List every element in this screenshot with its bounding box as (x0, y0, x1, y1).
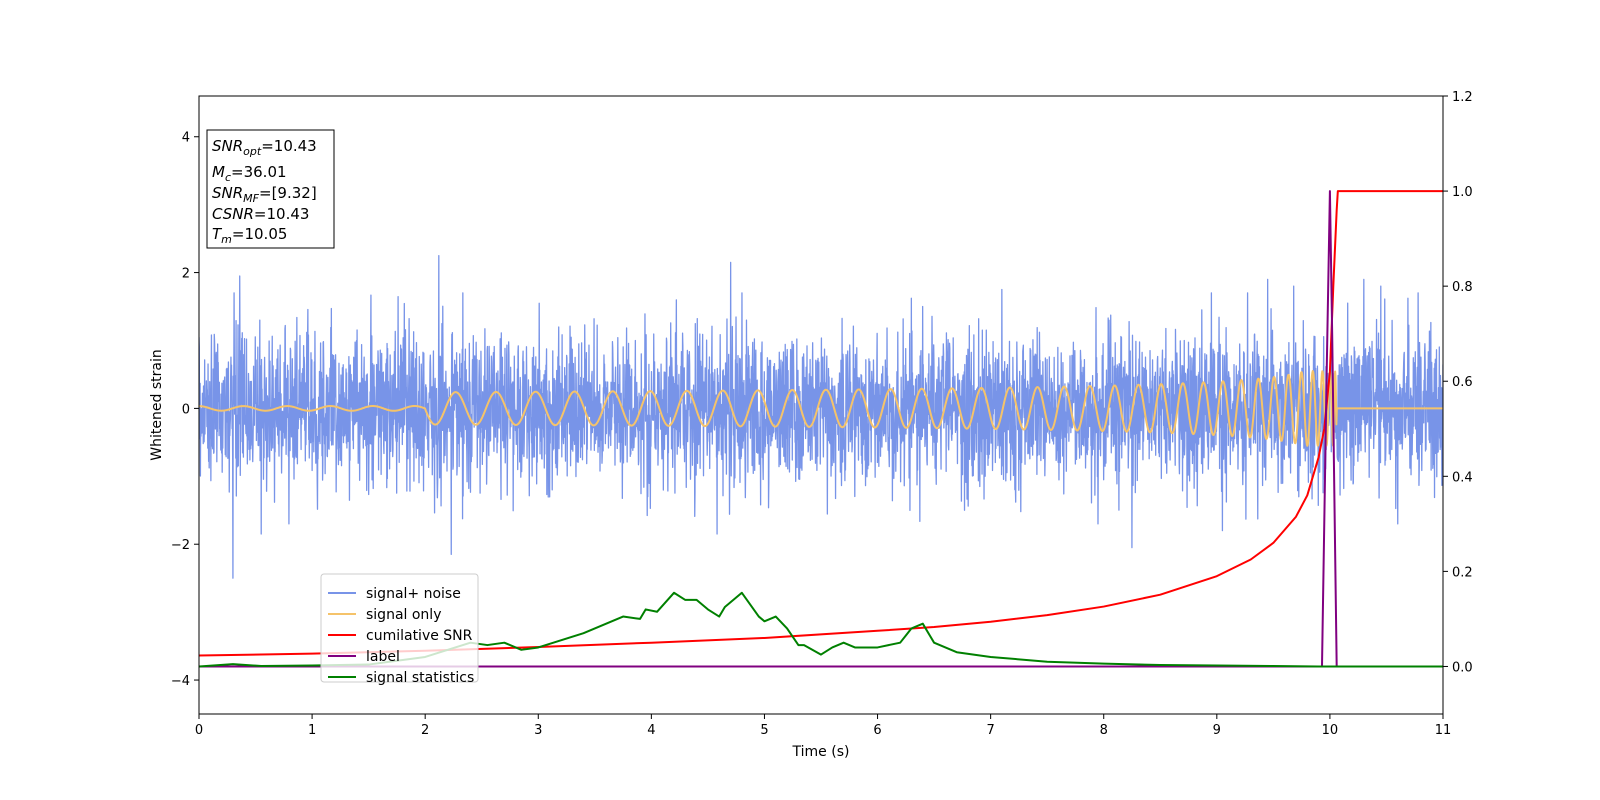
info-box-frame (206, 129, 335, 249)
x-axis-label: Time (s) (792, 744, 850, 760)
info-value: =10.05 (232, 225, 288, 243)
x-tick-label: 1 (308, 723, 316, 738)
info-symbol: SNR (212, 137, 243, 155)
info-box-lines: SNRopt=10.43Mc=36.01SNRMF=[9.32]CSNR=10.… (212, 137, 317, 246)
legend-label-cumilative-snr: cumilative SNR (366, 628, 473, 644)
x-tick-label: 5 (760, 723, 768, 738)
y2-tick-label: 0.8 (1452, 280, 1473, 295)
x-tick-label: 4 (647, 723, 655, 738)
y2-tick-label: 0.0 (1452, 660, 1473, 675)
info-value: =10.43 (261, 137, 317, 155)
info-line: SNRMF=[9.32] (212, 184, 317, 205)
x-tick-label: 10 (1322, 723, 1339, 738)
y2-tick-label: 1.2 (1452, 90, 1473, 105)
legend-items: signal+ noise signal only cumilative SNR la… (328, 586, 474, 686)
x-tick-label: 2 (421, 723, 429, 738)
y2-tick-label: 0.6 (1452, 375, 1473, 390)
y-axis-right: 0.0 0.2 0.4 0.6 0.8 1.0 1.2 (1443, 90, 1473, 675)
y-tick-label: −2 (171, 538, 190, 553)
info-line: Mc=36.01 (212, 163, 287, 184)
y2-tick-label: 0.4 (1452, 470, 1473, 485)
x-tick-label: 3 (534, 723, 542, 738)
y-axis-label: Whitened strain (149, 349, 165, 460)
info-box: SNRopt=10.43Mc=36.01SNRMF=[9.32]CSNR=10.… (206, 129, 335, 249)
info-subscript: m (221, 233, 232, 246)
x-tick-label: 6 (873, 723, 881, 738)
info-line: Tm=10.05 (212, 225, 287, 246)
legend: signal+ noise signal only cumilative SNR la… (320, 573, 479, 686)
x-axis: 0 1 2 3 4 5 6 7 8 9 10 11 (195, 714, 1451, 738)
info-subscript: opt (243, 145, 262, 158)
legend-label-label: label (366, 649, 400, 665)
info-symbol: T (212, 225, 223, 243)
plot-frame (198, 95, 1444, 715)
x-tick-label: 8 (1100, 723, 1108, 738)
y-tick-label: 0 (182, 402, 190, 417)
x-tick-label: 0 (195, 723, 203, 738)
info-line: CSNR=10.43 (212, 205, 309, 223)
info-line: SNRopt=10.43 (212, 137, 317, 158)
series-cumilative-snr-line (199, 190, 1443, 657)
series-signal-statistics-line (199, 591, 1443, 668)
series-layer (199, 190, 1443, 668)
x-tick-label: 11 (1435, 723, 1452, 738)
info-symbol: SNR (212, 184, 243, 202)
x-tick-label: 7 (986, 723, 994, 738)
y-tick-label: 2 (182, 267, 190, 282)
info-value: =[9.32] (259, 184, 317, 202)
legend-frame (320, 573, 479, 683)
y-tick-label: −4 (171, 674, 190, 689)
y-tick-label: 4 (182, 131, 190, 146)
x-tick-label: 9 (1213, 723, 1221, 738)
y2-tick-label: 0.2 (1452, 565, 1473, 580)
legend-label-signal-noise: signal+ noise (366, 586, 461, 602)
info-symbol: CSNR (212, 205, 254, 223)
info-subscript: c (225, 171, 231, 184)
legend-label-signal-statistics: signal statistics (366, 670, 474, 686)
legend-label-signal-only: signal only (366, 607, 441, 623)
info-value: =10.43 (254, 205, 310, 223)
info-value: =36.01 (231, 163, 287, 181)
series-signal-only-line (199, 370, 1443, 447)
info-subscript: MF (243, 192, 259, 205)
y2-tick-label: 1.0 (1452, 185, 1473, 200)
y-axis-left: −4 −2 0 2 4 (171, 131, 199, 689)
info-symbol: M (212, 163, 225, 181)
